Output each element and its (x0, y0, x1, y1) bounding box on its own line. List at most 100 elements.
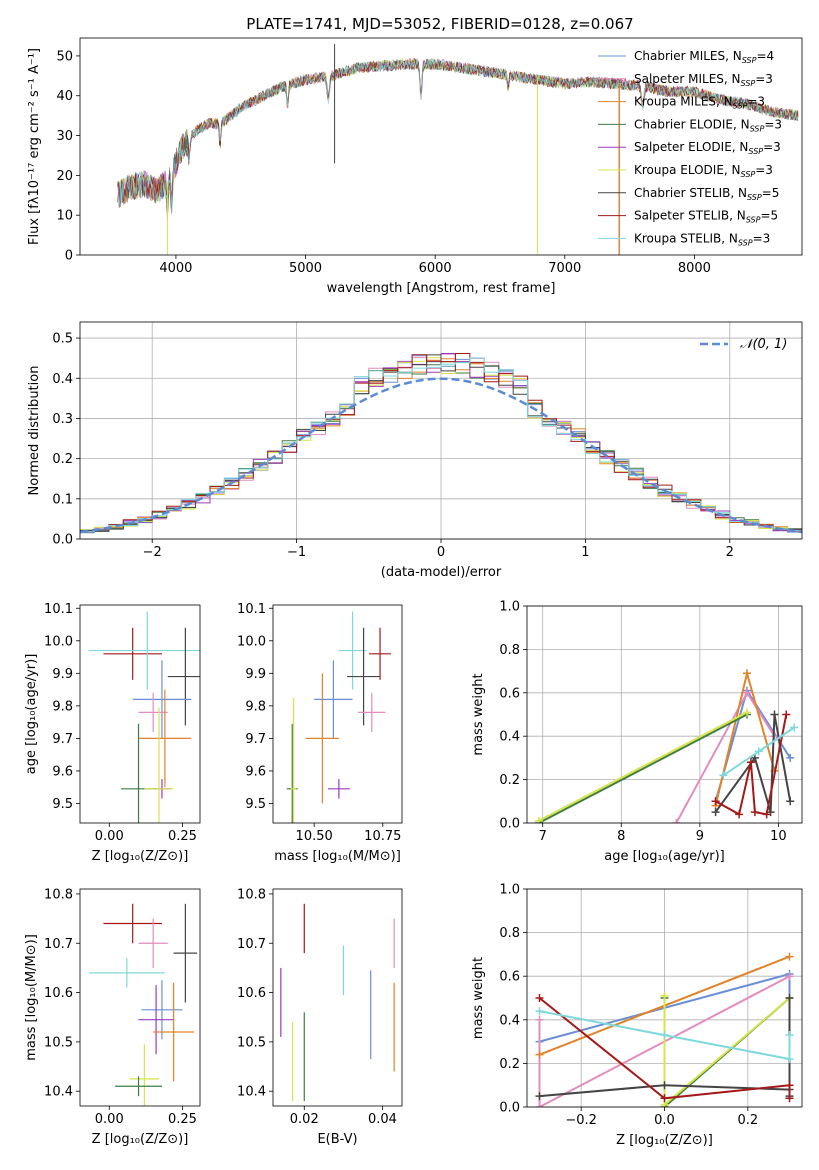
x-tick-label: 0.2 (737, 1113, 758, 1128)
weight-marker (535, 1015, 544, 1024)
weight-marker (711, 797, 720, 806)
y-tick-label: 10.8 (44, 887, 73, 902)
x-tick-label: 10.75 (364, 829, 401, 844)
legend-label: Chabrier MILES, NSSP=4 (634, 49, 774, 65)
y-tick-label: 9.8 (245, 699, 266, 714)
weight-marker (750, 808, 759, 817)
weight-marker (743, 688, 751, 697)
plot-area (286, 611, 392, 823)
legend-label: 𝒩(0, 1) (740, 337, 787, 352)
weight-marker (785, 972, 794, 981)
y-tick-label: 1.0 (499, 883, 520, 898)
y-tick-label: 20 (56, 169, 73, 184)
y-tick-label: 10.8 (237, 887, 266, 902)
y-axis-label: Flux [fλ10⁻¹⁷ erg cm⁻² s⁻¹ A⁻¹] (27, 48, 42, 245)
y-tick-label: 10.4 (44, 1085, 73, 1100)
y-tick-label: 0.1 (52, 492, 73, 507)
x-tick-label: 4000 (159, 261, 192, 276)
plot-area (534, 669, 799, 823)
plot-area (88, 903, 198, 1106)
y-tick-label: 10.0 (44, 634, 73, 649)
y-tick-label: 9.9 (245, 667, 266, 682)
weight-line (538, 975, 790, 1107)
x-tick-label: 8000 (678, 261, 711, 276)
x-tick-label: 0.04 (368, 1112, 397, 1127)
y-tick-label: 50 (56, 49, 73, 64)
weight-line (675, 690, 776, 823)
x-tick-label: 9 (696, 829, 704, 844)
panel-mass-weight-vs-age: 7 8 9 10 0.0 0.2 0.4 0.6 0.8 1.0 age [log₁₀(age/yr… (471, 600, 803, 864)
legend-label: Kroupa ELODIE, NSSP=3 (634, 163, 773, 179)
y-tick-label: 9.7 (52, 732, 73, 747)
weight-marker (770, 710, 779, 719)
y-tick-label: 0.8 (499, 643, 520, 658)
y-tick-label: 0.2 (499, 773, 520, 788)
y-tick-label: 10.1 (44, 602, 73, 617)
weight-line (715, 714, 788, 816)
y-tick-label: 10.1 (237, 602, 266, 617)
legend-label: Salpeter MILES, NSSP=3 (634, 72, 773, 88)
axes-frame (79, 888, 201, 1107)
weight-marker (660, 1094, 669, 1103)
axes-frame (79, 321, 803, 540)
axes-frame (272, 888, 403, 1107)
legend-label: Chabrier ELODIE, NSSP=3 (634, 117, 782, 133)
histogram-step (80, 357, 802, 533)
x-tick-label: 6000 (419, 261, 452, 276)
weight-marker (754, 747, 763, 756)
y-tick-label: 10.7 (44, 937, 73, 952)
panel-residuals: −2 −1 0 1 2 0.0 0.1 0.2 0.3 0.4 0.5 (data-model)/er… (27, 321, 803, 580)
panels: 4000 5000 6000 7000 8000 0 10 20 30 40 50 wavelengt… (24, 37, 803, 1148)
y-tick-label: 9.7 (245, 732, 266, 747)
x-axis-label: wavelength [Angstrom, rest frame] (327, 281, 556, 296)
weight-marker (719, 771, 728, 780)
y-axis-label: mass weight (471, 673, 486, 755)
x-tick-label: −2 (143, 545, 162, 560)
x-axis-label: E(B-V) (317, 1132, 357, 1147)
x-tick-label: 0.25 (168, 829, 197, 844)
y-axis-label: mass weight (471, 957, 486, 1039)
panel-mass-weight-vs-metallicity: −0.2 0.0 0.2 0.0 0.2 0.4 0.6 0.8 1.0 Z [log₁₀(Z/Z… (471, 883, 803, 1148)
x-tick-label: −1 (287, 545, 306, 560)
y-tick-label: 0.4 (499, 730, 520, 745)
x-tick-label: 0 (437, 545, 445, 560)
weight-marker (735, 810, 744, 819)
y-tick-label: 10.7 (237, 937, 266, 952)
y-tick-label: 0.0 (499, 1101, 520, 1116)
weight-marker (535, 1092, 544, 1101)
weight-marker (785, 1031, 794, 1040)
y-tick-label: 0 (65, 249, 73, 264)
x-axis-label: (data-model)/error (381, 565, 502, 580)
y-tick-label: 0.2 (499, 1057, 520, 1072)
x-tick-label: 0.00 (95, 1112, 124, 1127)
y-tick-label: 0.2 (52, 452, 73, 467)
y-tick-label: 10 (56, 209, 73, 224)
weight-marker (743, 669, 751, 678)
weight-line (539, 1010, 791, 1061)
panel-age-vs-metallicity: 0.00 0.25 9.5 9.6 9.7 9.8 9.9 10.0 10.1 Z [log₁₀(… (24, 602, 201, 864)
y-axis-label: Normed distribution (27, 366, 42, 496)
y-tick-label: 9.5 (52, 797, 73, 812)
figure-title: PLATE=1741, MJD=53052, FIBERID=0128, z=0… (246, 15, 633, 33)
x-tick-label: 0.25 (168, 1112, 197, 1127)
plot-area (280, 903, 395, 1102)
y-tick-label: 0.4 (499, 1013, 520, 1028)
x-tick-label: 7000 (548, 261, 581, 276)
x-tick-label: 8 (617, 829, 625, 844)
x-tick-label: 10.50 (296, 829, 333, 844)
weight-marker (535, 1007, 544, 1016)
x-tick-label: −0.2 (565, 1113, 597, 1128)
x-tick-label: 5000 (289, 261, 322, 276)
y-tick-label: 0.3 (52, 412, 73, 427)
y-tick-label: 10.5 (44, 1035, 73, 1050)
y-tick-label: 9.9 (52, 667, 73, 682)
x-axis-label: Z [log₁₀(Z/Z⊙)] (92, 1132, 189, 1147)
axes-frame (526, 888, 803, 1108)
y-axis-label: age [log₁₀(age/yr)] (24, 654, 39, 775)
y-tick-label: 40 (56, 89, 73, 104)
x-axis-label: Z [log₁₀(Z/Z⊙)] (92, 849, 189, 864)
y-tick-label: 30 (56, 129, 73, 144)
y-tick-label: 0.5 (52, 332, 73, 347)
weight-marker (782, 710, 791, 719)
